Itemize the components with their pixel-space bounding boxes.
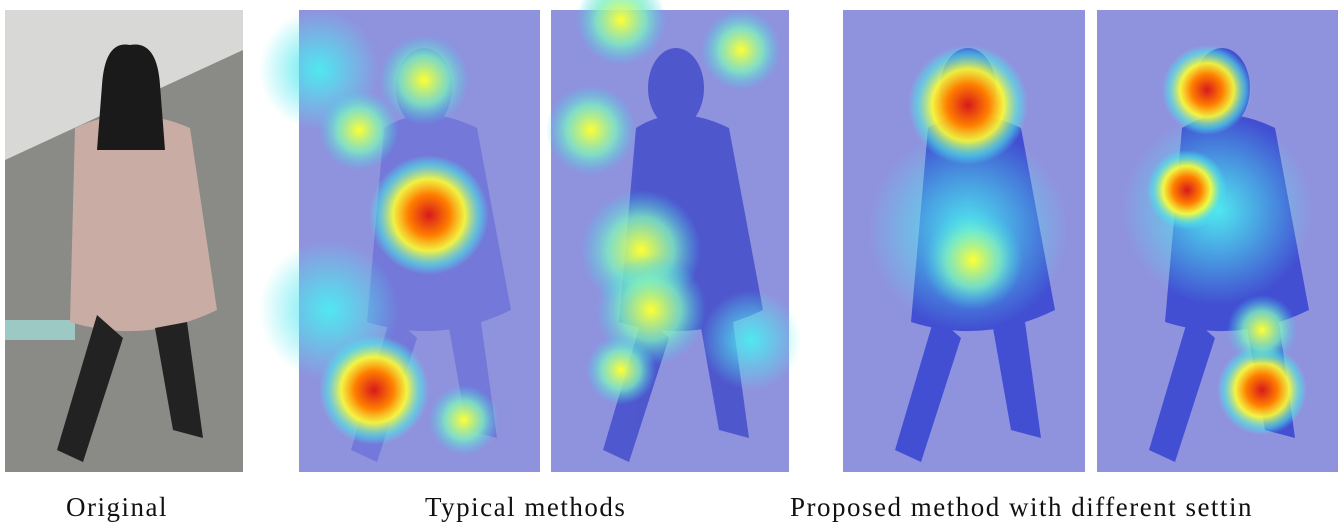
typical-heatmap-2 <box>546 0 801 472</box>
original-image <box>5 10 243 472</box>
caption-original: Original <box>66 492 168 523</box>
proposed-heatmap-2 <box>1097 10 1338 472</box>
proposed-heatmap-1 <box>843 10 1085 472</box>
figure: Original Typical methods Proposed method… <box>0 0 1338 525</box>
caption-typical: Typical methods <box>425 492 626 523</box>
typical-heatmap-1 <box>259 10 540 472</box>
caption-proposed: Proposed method with different settin <box>790 492 1253 523</box>
figure-images <box>0 0 1338 480</box>
